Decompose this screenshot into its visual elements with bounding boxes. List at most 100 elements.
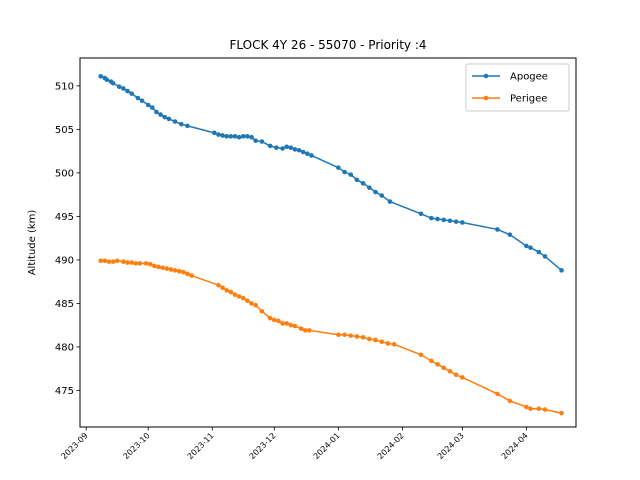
series-perigee <box>98 258 564 416</box>
data-point <box>418 352 424 358</box>
data-point <box>129 260 134 265</box>
data-point <box>240 295 246 301</box>
data-point <box>253 302 258 308</box>
x-tick-label: 2024-04 <box>500 431 530 461</box>
data-point <box>495 227 500 232</box>
data-point <box>418 211 424 217</box>
data-point <box>271 317 277 323</box>
x-tick-label: 2023-11 <box>186 431 216 461</box>
data-point <box>435 216 440 222</box>
y-axis-label: Altitude (km) <box>27 210 38 276</box>
x-tick-label: 2024-03 <box>436 431 466 461</box>
x-tick-label: 2023-10 <box>122 431 152 461</box>
data-point <box>307 328 312 333</box>
data-point <box>495 391 500 397</box>
data-point <box>280 146 285 151</box>
data-point <box>178 121 184 127</box>
y-axis: 475 480 485 490 495 500 505 510 <box>55 81 80 397</box>
data-point <box>185 271 190 277</box>
data-point <box>309 153 314 158</box>
data-point <box>98 258 103 264</box>
data-point <box>373 337 378 343</box>
data-point <box>133 261 139 266</box>
data-point <box>348 172 354 177</box>
data-point <box>447 218 453 224</box>
data-point <box>348 333 354 338</box>
y-tick-label: 485 <box>55 299 74 310</box>
data-point <box>302 328 308 333</box>
data-point <box>447 369 453 374</box>
data-point <box>292 147 298 152</box>
data-point <box>284 144 289 150</box>
legend-marker <box>483 73 489 79</box>
data-point <box>536 249 542 255</box>
data-point <box>216 132 221 137</box>
y-tick-label: 495 <box>55 212 74 223</box>
data-point <box>391 342 397 347</box>
data-point <box>106 259 112 264</box>
data-point <box>296 147 302 153</box>
data-point <box>249 301 254 306</box>
data-point <box>305 151 310 157</box>
data-point <box>280 321 285 326</box>
data-point <box>253 138 258 143</box>
data-point <box>152 263 157 269</box>
data-point <box>373 189 378 195</box>
y-tick-label: 490 <box>55 255 74 266</box>
data-point <box>166 116 172 122</box>
data-point <box>267 315 273 321</box>
x-tick-label: 2023-09 <box>60 431 90 461</box>
data-point <box>228 134 234 139</box>
data-point <box>274 145 279 150</box>
series-apogee <box>98 73 564 273</box>
data-point <box>102 258 108 264</box>
data-point <box>559 410 564 416</box>
data-point <box>524 404 529 410</box>
x-axis: 2023-09 2023-10 2023-11 2023-12 2024-01 2024-… <box>60 427 530 461</box>
data-point <box>441 365 447 371</box>
data-point <box>172 268 178 273</box>
data-point <box>143 261 149 266</box>
data-point <box>156 264 161 270</box>
data-point <box>129 91 134 96</box>
legend-marker <box>483 95 489 101</box>
data-point <box>139 98 145 103</box>
data-point <box>154 109 159 115</box>
data-point <box>429 358 434 364</box>
legend-item-perigee: Perigee <box>472 94 547 105</box>
series-line <box>100 260 562 414</box>
data-point <box>267 143 273 149</box>
data-point <box>542 254 548 259</box>
data-point <box>116 84 122 90</box>
data-point <box>354 334 360 339</box>
data-point <box>147 261 153 267</box>
data-point <box>189 273 194 278</box>
data-point <box>185 123 190 129</box>
legend-label: Apogee <box>510 72 548 83</box>
data-point <box>542 407 548 412</box>
data-point <box>292 323 298 329</box>
data-point <box>114 258 120 264</box>
data-point <box>245 298 250 304</box>
data-point <box>164 266 170 271</box>
y-tick-label: 500 <box>55 168 74 179</box>
data-point <box>460 375 465 380</box>
plot-area <box>98 73 564 416</box>
y-tick-label: 475 <box>55 386 74 397</box>
data-point <box>360 335 366 340</box>
data-point <box>360 181 366 186</box>
data-point <box>342 169 347 175</box>
data-point <box>387 199 393 204</box>
data-point <box>441 217 447 223</box>
data-point <box>121 259 126 264</box>
data-point <box>104 77 110 83</box>
data-point <box>172 119 178 124</box>
y-tick-label: 480 <box>55 342 74 353</box>
legend: Apogee Perigee <box>465 63 570 112</box>
data-point <box>367 336 372 342</box>
data-point <box>367 185 372 190</box>
data-point <box>240 134 246 139</box>
data-point <box>162 114 168 120</box>
data-point <box>288 322 294 328</box>
